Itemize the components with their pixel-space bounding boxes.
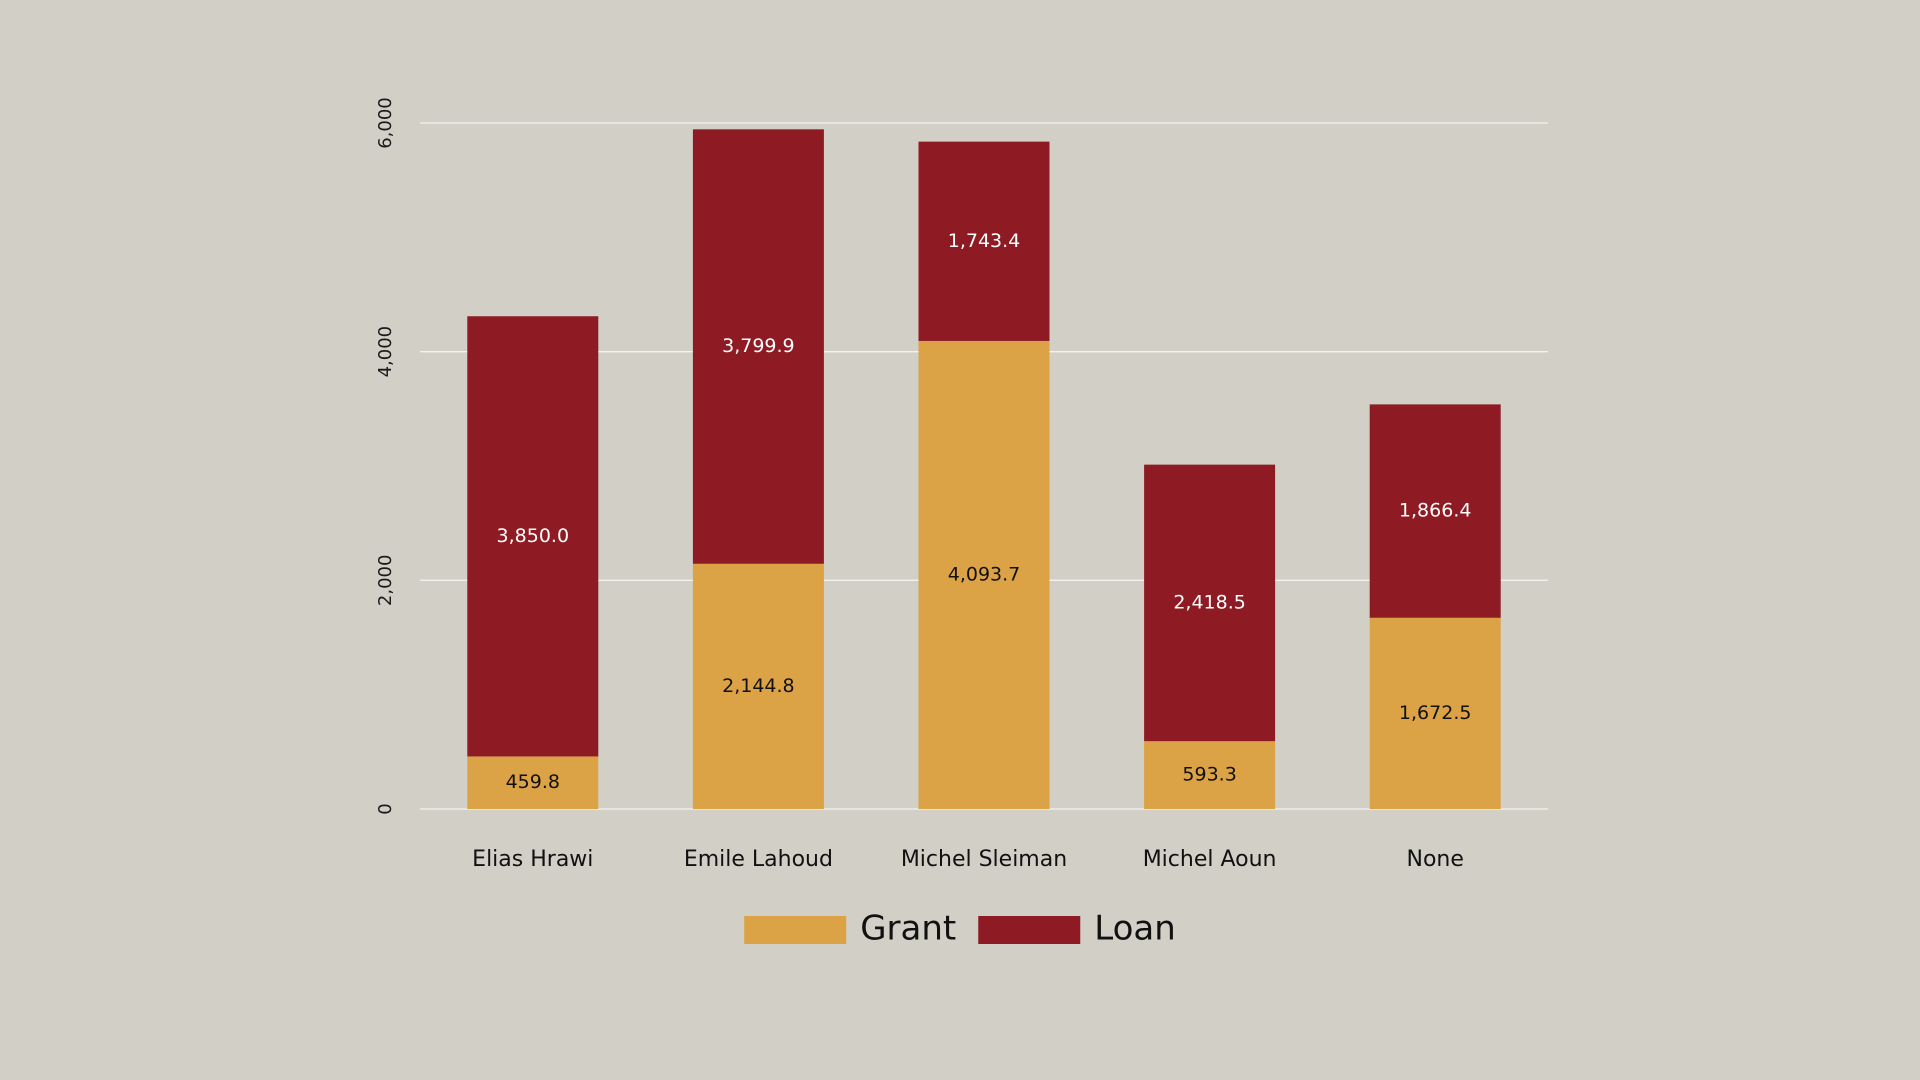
bars — [467, 129, 1501, 809]
y-tick-label: 6,000 — [375, 97, 396, 149]
data-labels: 459.8 3,850.0 2,144.8 3,799.9 4,093.7 1,743.4… — [497, 230, 1472, 793]
data-label-grant: 593.3 — [1182, 764, 1236, 786]
data-label-loan: 1,866.4 — [1399, 500, 1472, 522]
x-category-label: Emile Lahoud — [684, 847, 833, 872]
y-axis-ticks: 0 2,000 4,000 6,000 — [375, 97, 396, 814]
x-category-label: None — [1406, 847, 1463, 872]
bar-loan-segment — [467, 316, 599, 757]
y-tick-label: 4,000 — [375, 326, 396, 378]
bar-loan-segment — [1144, 464, 1276, 742]
bar-grant-segment — [1369, 617, 1501, 809]
x-category-label: Michel Sleiman — [901, 847, 1067, 872]
legend: Grant Loan — [744, 909, 1176, 949]
bar-grant-segment — [918, 340, 1050, 809]
data-label-loan: 3,799.9 — [722, 335, 795, 357]
data-label-loan: 2,418.5 — [1173, 591, 1246, 613]
legend-swatch-loan — [978, 916, 1081, 944]
bar-loan-segment — [1369, 404, 1501, 618]
data-label-grant: 1,672.5 — [1399, 702, 1472, 724]
bar-loan-segment — [692, 129, 824, 564]
x-category-label: Michel Aoun — [1143, 847, 1277, 872]
y-tick-label: 0 — [375, 803, 396, 814]
data-label-grant: 2,144.8 — [722, 675, 795, 697]
x-axis-categories: Elias Hrawi Emile Lahoud Michel Sleiman Mic… — [472, 847, 1464, 872]
data-label-grant: 4,093.7 — [948, 563, 1021, 585]
data-label-loan: 1,743.4 — [948, 230, 1021, 252]
data-label-loan: 3,850.0 — [497, 525, 570, 547]
y-tick-label: 2,000 — [375, 555, 396, 607]
data-label-grant: 459.8 — [506, 771, 560, 793]
legend-label-loan: Loan — [1094, 909, 1176, 949]
bar-loan-segment — [918, 141, 1050, 341]
legend-label-grant: Grant — [860, 909, 956, 949]
bar-grant-segment — [467, 756, 599, 809]
x-category-label: Elias Hrawi — [472, 847, 593, 872]
bar-grant-segment — [692, 563, 824, 809]
bar-grant-segment — [1144, 741, 1276, 809]
legend-swatch-grant — [744, 916, 847, 944]
